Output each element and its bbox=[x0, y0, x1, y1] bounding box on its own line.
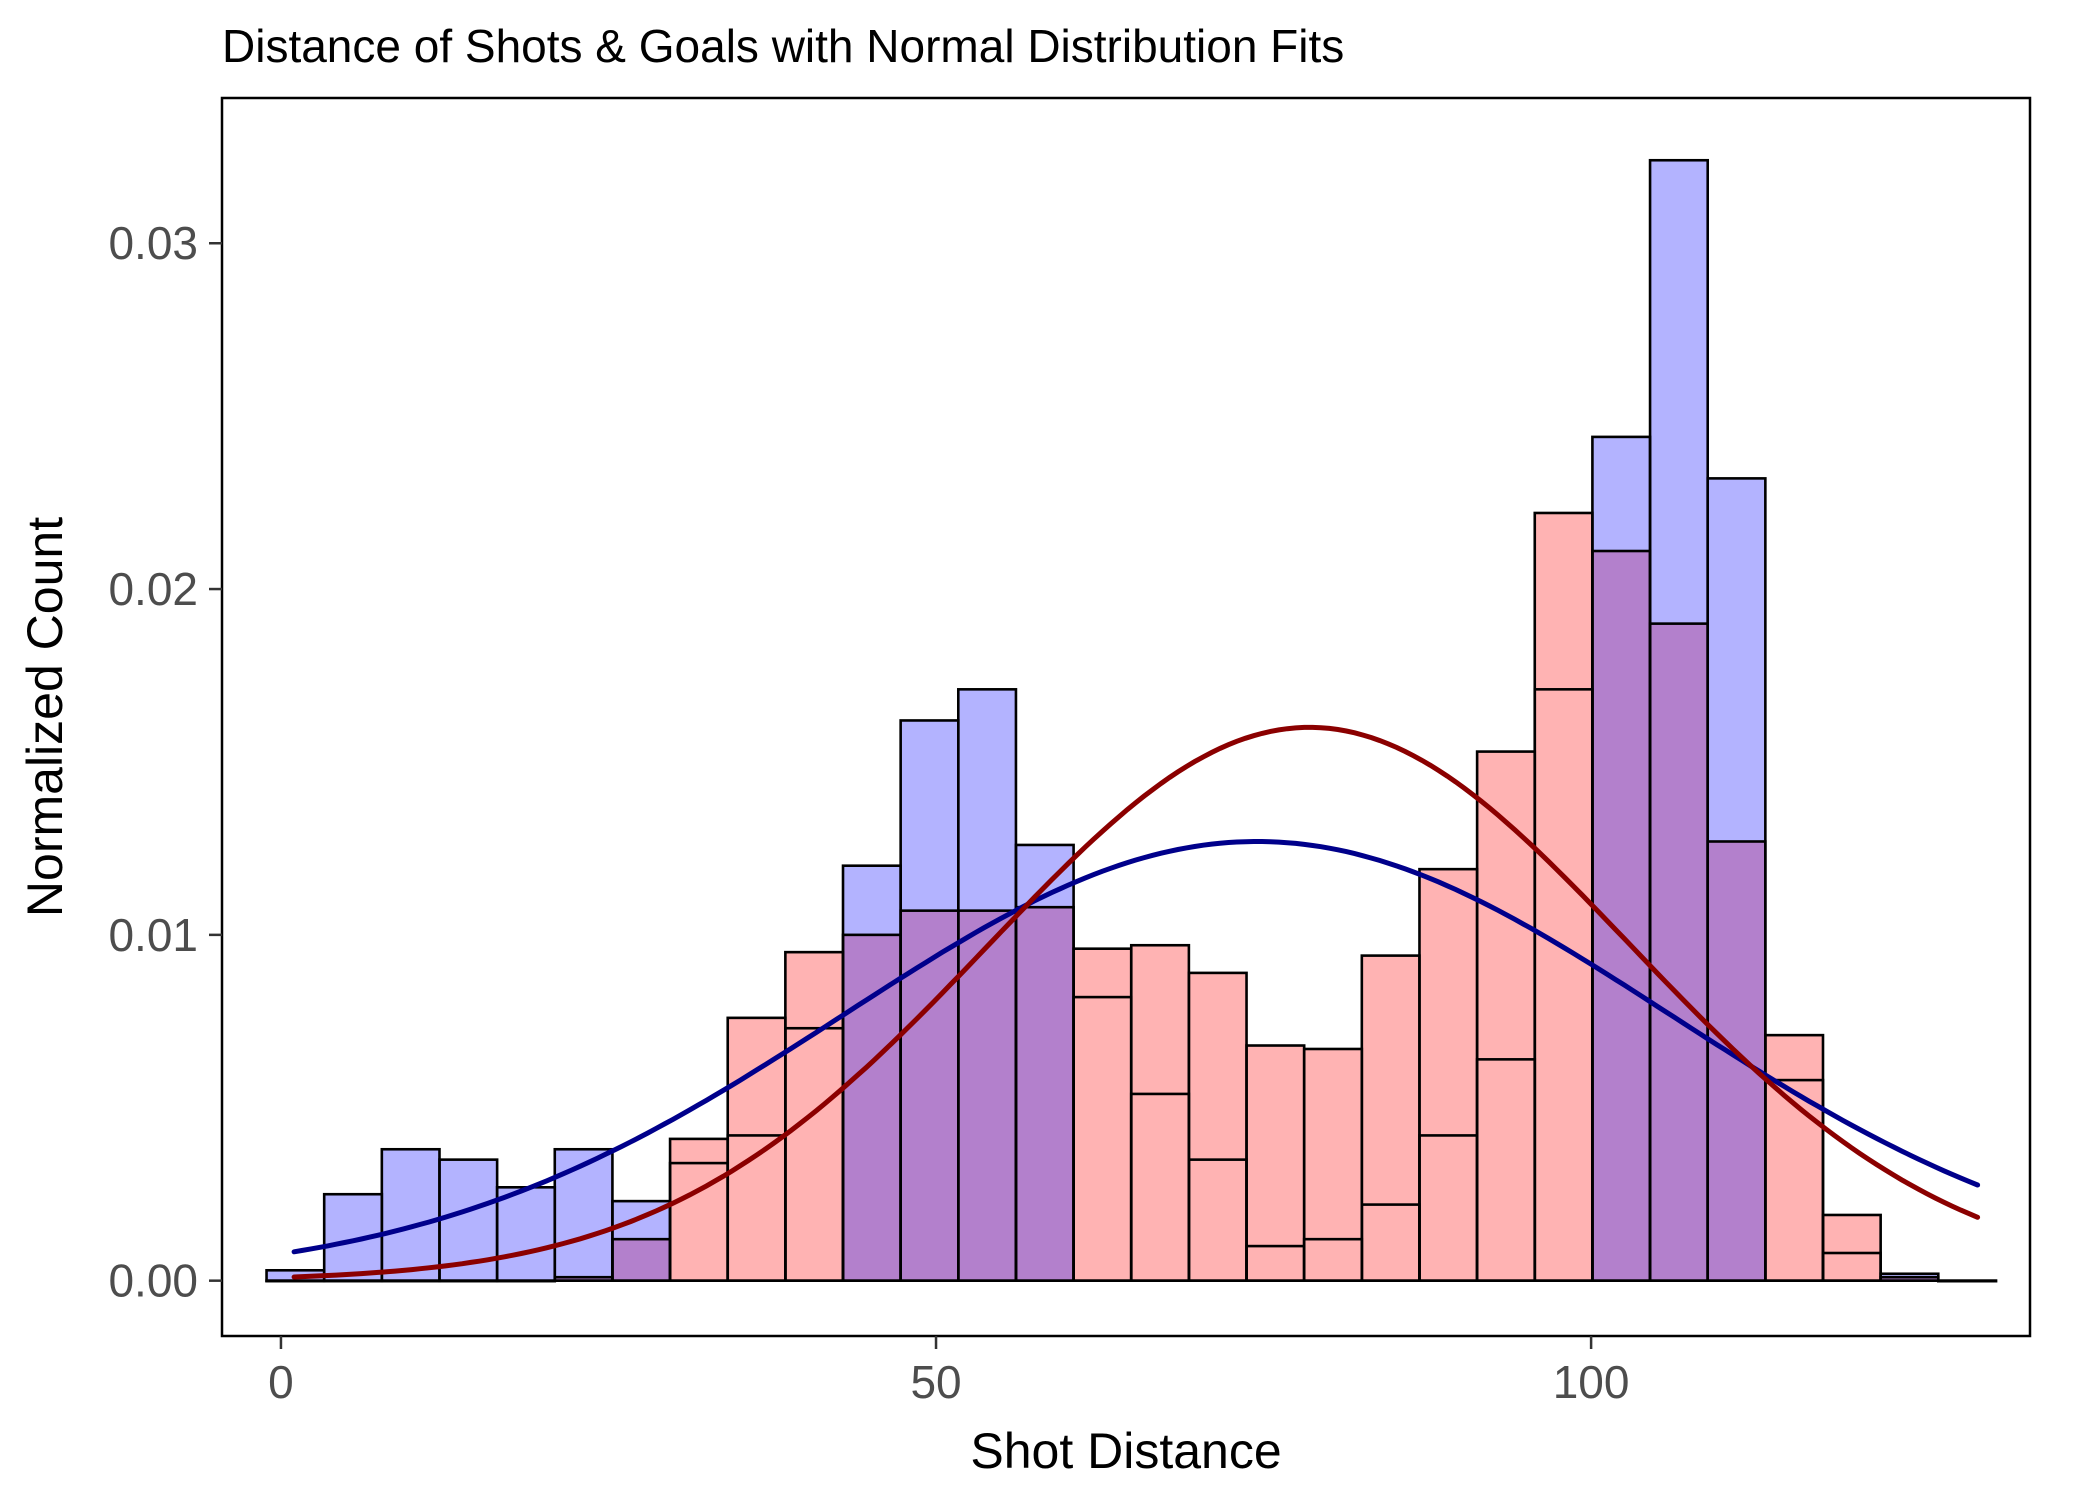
goals-bar-outline bbox=[495, 1279, 557, 1283]
histogram-bar bbox=[554, 1149, 613, 1281]
overlap-bar bbox=[958, 910, 1016, 1281]
x-tick-label: 100 bbox=[1553, 1356, 1630, 1408]
x-axis-title: Shot Distance bbox=[970, 1423, 1281, 1479]
histogram-bar bbox=[1419, 869, 1478, 1281]
overlap-bar bbox=[1015, 907, 1074, 1281]
plot-area bbox=[220, 96, 2032, 1338]
histogram-bar bbox=[1765, 1035, 1823, 1281]
goals-bar-outline bbox=[322, 1279, 384, 1283]
y-tick-label: 0.00 bbox=[108, 1255, 198, 1307]
x-axis: 0 50 100 bbox=[268, 1336, 1629, 1408]
histogram-bar bbox=[381, 1149, 440, 1281]
goals-bar-outline bbox=[438, 1279, 499, 1283]
goals-bar-outline bbox=[1764, 1033, 1825, 1282]
overlap-bar bbox=[1650, 623, 1708, 1281]
y-axis-title: Normalized Count bbox=[17, 517, 73, 917]
overlap-bar bbox=[612, 1239, 671, 1281]
overlap-bar bbox=[1707, 841, 1766, 1281]
chart-title: Distance of Shots & Goals with Normal Di… bbox=[222, 20, 1344, 72]
histogram-bar bbox=[1131, 945, 1189, 1281]
goals-bar-outline bbox=[265, 1279, 326, 1283]
histogram-bar bbox=[1822, 1214, 1881, 1281]
goals-bar-outline bbox=[1879, 1275, 1940, 1282]
overlap-bar bbox=[900, 910, 959, 1281]
goals-bar-outline bbox=[1821, 1213, 1882, 1282]
overlap-bar bbox=[554, 1277, 613, 1281]
histogram-bar bbox=[1304, 1048, 1362, 1281]
x-tick-label: 0 bbox=[268, 1356, 294, 1408]
y-tick-label: 0.03 bbox=[108, 217, 198, 269]
y-tick-label: 0.01 bbox=[108, 909, 198, 961]
histogram-bar bbox=[1188, 972, 1247, 1281]
overlap-bar bbox=[843, 934, 901, 1281]
y-tick-label: 0.02 bbox=[108, 563, 198, 615]
goals-bar-outline bbox=[380, 1279, 441, 1283]
plot-panel-border bbox=[220, 96, 2032, 1338]
shots-normal-fit-curve bbox=[291, 839, 1981, 1255]
goals-bar-outline bbox=[1936, 1279, 1998, 1283]
histogram-bar bbox=[727, 1017, 786, 1281]
histogram-bar bbox=[670, 1138, 728, 1281]
goals-normal-fit-curve bbox=[291, 724, 1981, 1280]
normal-fit-curves bbox=[291, 724, 1981, 1280]
y-axis: 0.00 0.01 0.02 0.03 bbox=[108, 217, 222, 1307]
histogram-bar bbox=[1246, 1045, 1305, 1281]
histogram-bar bbox=[785, 952, 844, 1281]
histogram-bar bbox=[497, 1187, 555, 1281]
x-tick-label: 50 bbox=[910, 1356, 961, 1408]
overlap-bar bbox=[1880, 1277, 1939, 1281]
histogram-bar bbox=[1073, 948, 1132, 1281]
histogram-bar bbox=[1477, 751, 1535, 1281]
histogram-bar bbox=[1361, 955, 1420, 1281]
